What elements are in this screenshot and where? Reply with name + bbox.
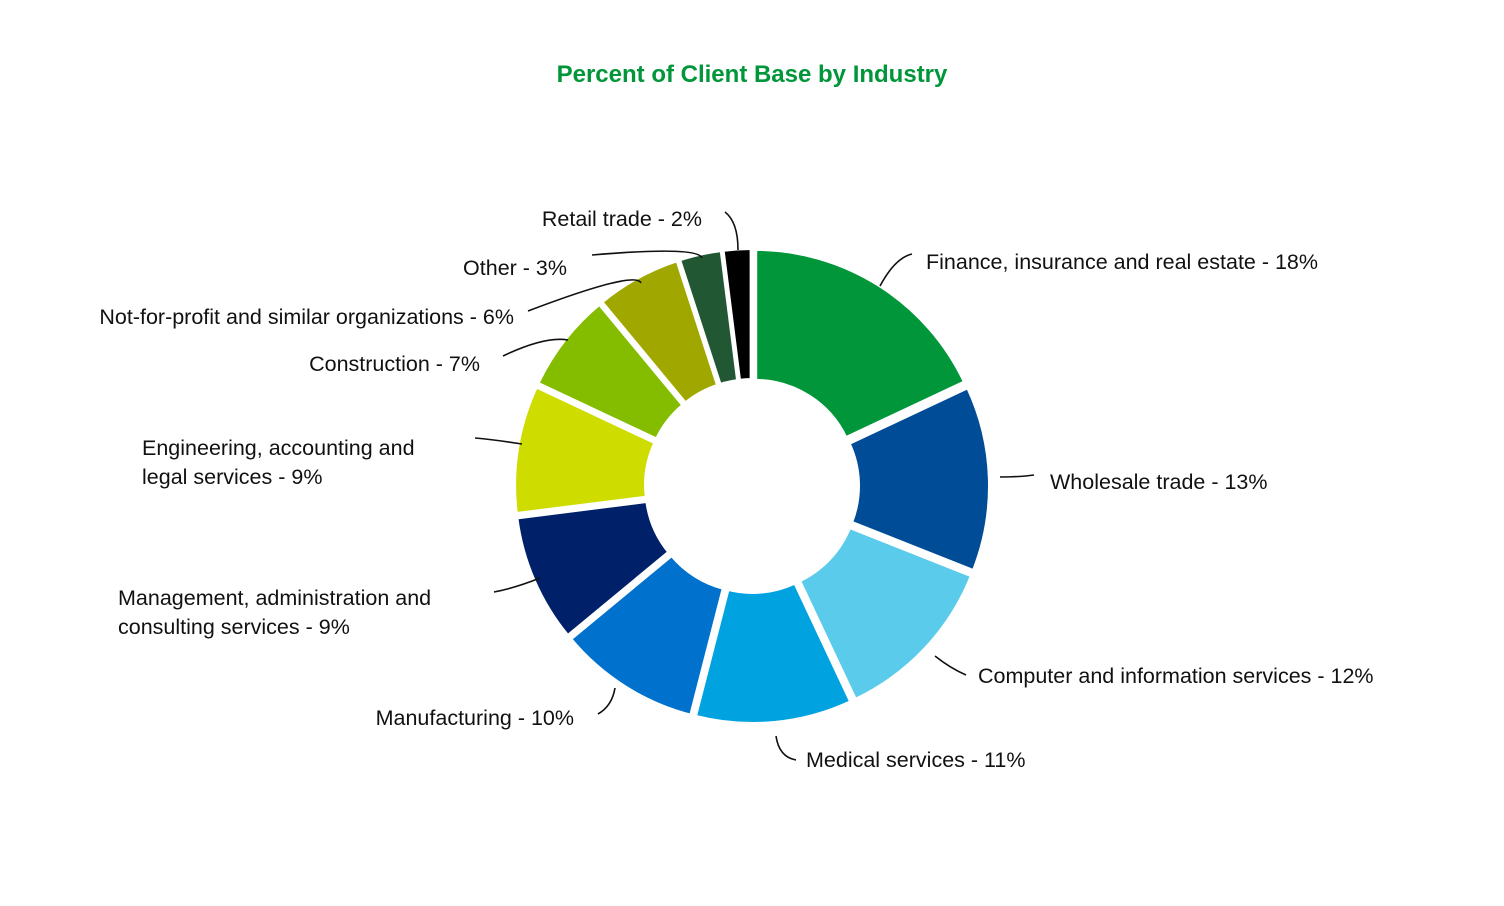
slice-label-line: Management, administration and (118, 586, 431, 610)
slice-label-line: Finance, insurance and real estate - 18% (926, 250, 1318, 274)
donut-slice (720, 246, 754, 383)
slice-label-line: Computer and information services - 12% (978, 664, 1374, 688)
slice-label: Engineering, accounting and legal service… (142, 436, 415, 489)
leader-line (775, 735, 797, 761)
slice-label: Medical services - 11% (806, 748, 1025, 772)
donut-slice (514, 498, 672, 639)
donut-slice (512, 384, 658, 517)
donut-slice (846, 385, 992, 574)
slice-label: Retail trade - 2% (542, 207, 702, 231)
leader-line (502, 338, 569, 357)
leader-line (474, 437, 523, 445)
slice-label-line: Manufacturing - 10% (376, 706, 574, 730)
leader-lines (474, 211, 1035, 761)
leader-line (999, 474, 1035, 478)
slice-label: Construction - 7% (309, 352, 480, 376)
slice-label-line: Retail trade - 2% (542, 207, 702, 231)
donut-slice (796, 524, 975, 703)
donut-slices (512, 246, 992, 726)
slice-label: Manufacturing - 10% (376, 706, 574, 730)
donut-slice (535, 301, 686, 442)
slice-label: Management, administration and consulting… (118, 586, 431, 639)
leader-line (591, 250, 703, 259)
slice-label: Finance, insurance and real estate - 18% (926, 250, 1318, 274)
slice-label: Wholesale trade - 13% (1050, 470, 1268, 494)
donut-slice (568, 552, 726, 718)
chart-title: Percent of Client Base by Industry (557, 61, 948, 88)
slice-label-line: consulting services - 9% (118, 615, 350, 639)
leader-line (597, 687, 616, 715)
slice-label-line: legal services - 9% (142, 465, 322, 489)
slice-label: Not-for-profit and similar organizations… (99, 305, 514, 329)
slice-labels: Finance, insurance and real estate - 18%… (99, 207, 1373, 772)
slice-label-line: Medical services - 11% (806, 748, 1025, 772)
donut-slice (753, 246, 968, 441)
leader-line (493, 577, 541, 593)
leader-line (879, 253, 913, 287)
slice-label-line: Wholesale trade - 13% (1050, 470, 1268, 494)
slice-label-line: Construction - 7% (309, 352, 480, 376)
leader-line (934, 655, 967, 676)
slice-label-line: Engineering, accounting and (142, 436, 415, 460)
slice-label-line: Not-for-profit and similar organizations… (99, 305, 514, 329)
slice-label: Other - 3% (463, 256, 567, 280)
slice-label-line: Other - 3% (463, 256, 567, 280)
leader-line (724, 211, 739, 251)
donut-slice (692, 580, 854, 726)
slice-label: Computer and information services - 12% (978, 664, 1374, 688)
leader-line (527, 279, 642, 312)
